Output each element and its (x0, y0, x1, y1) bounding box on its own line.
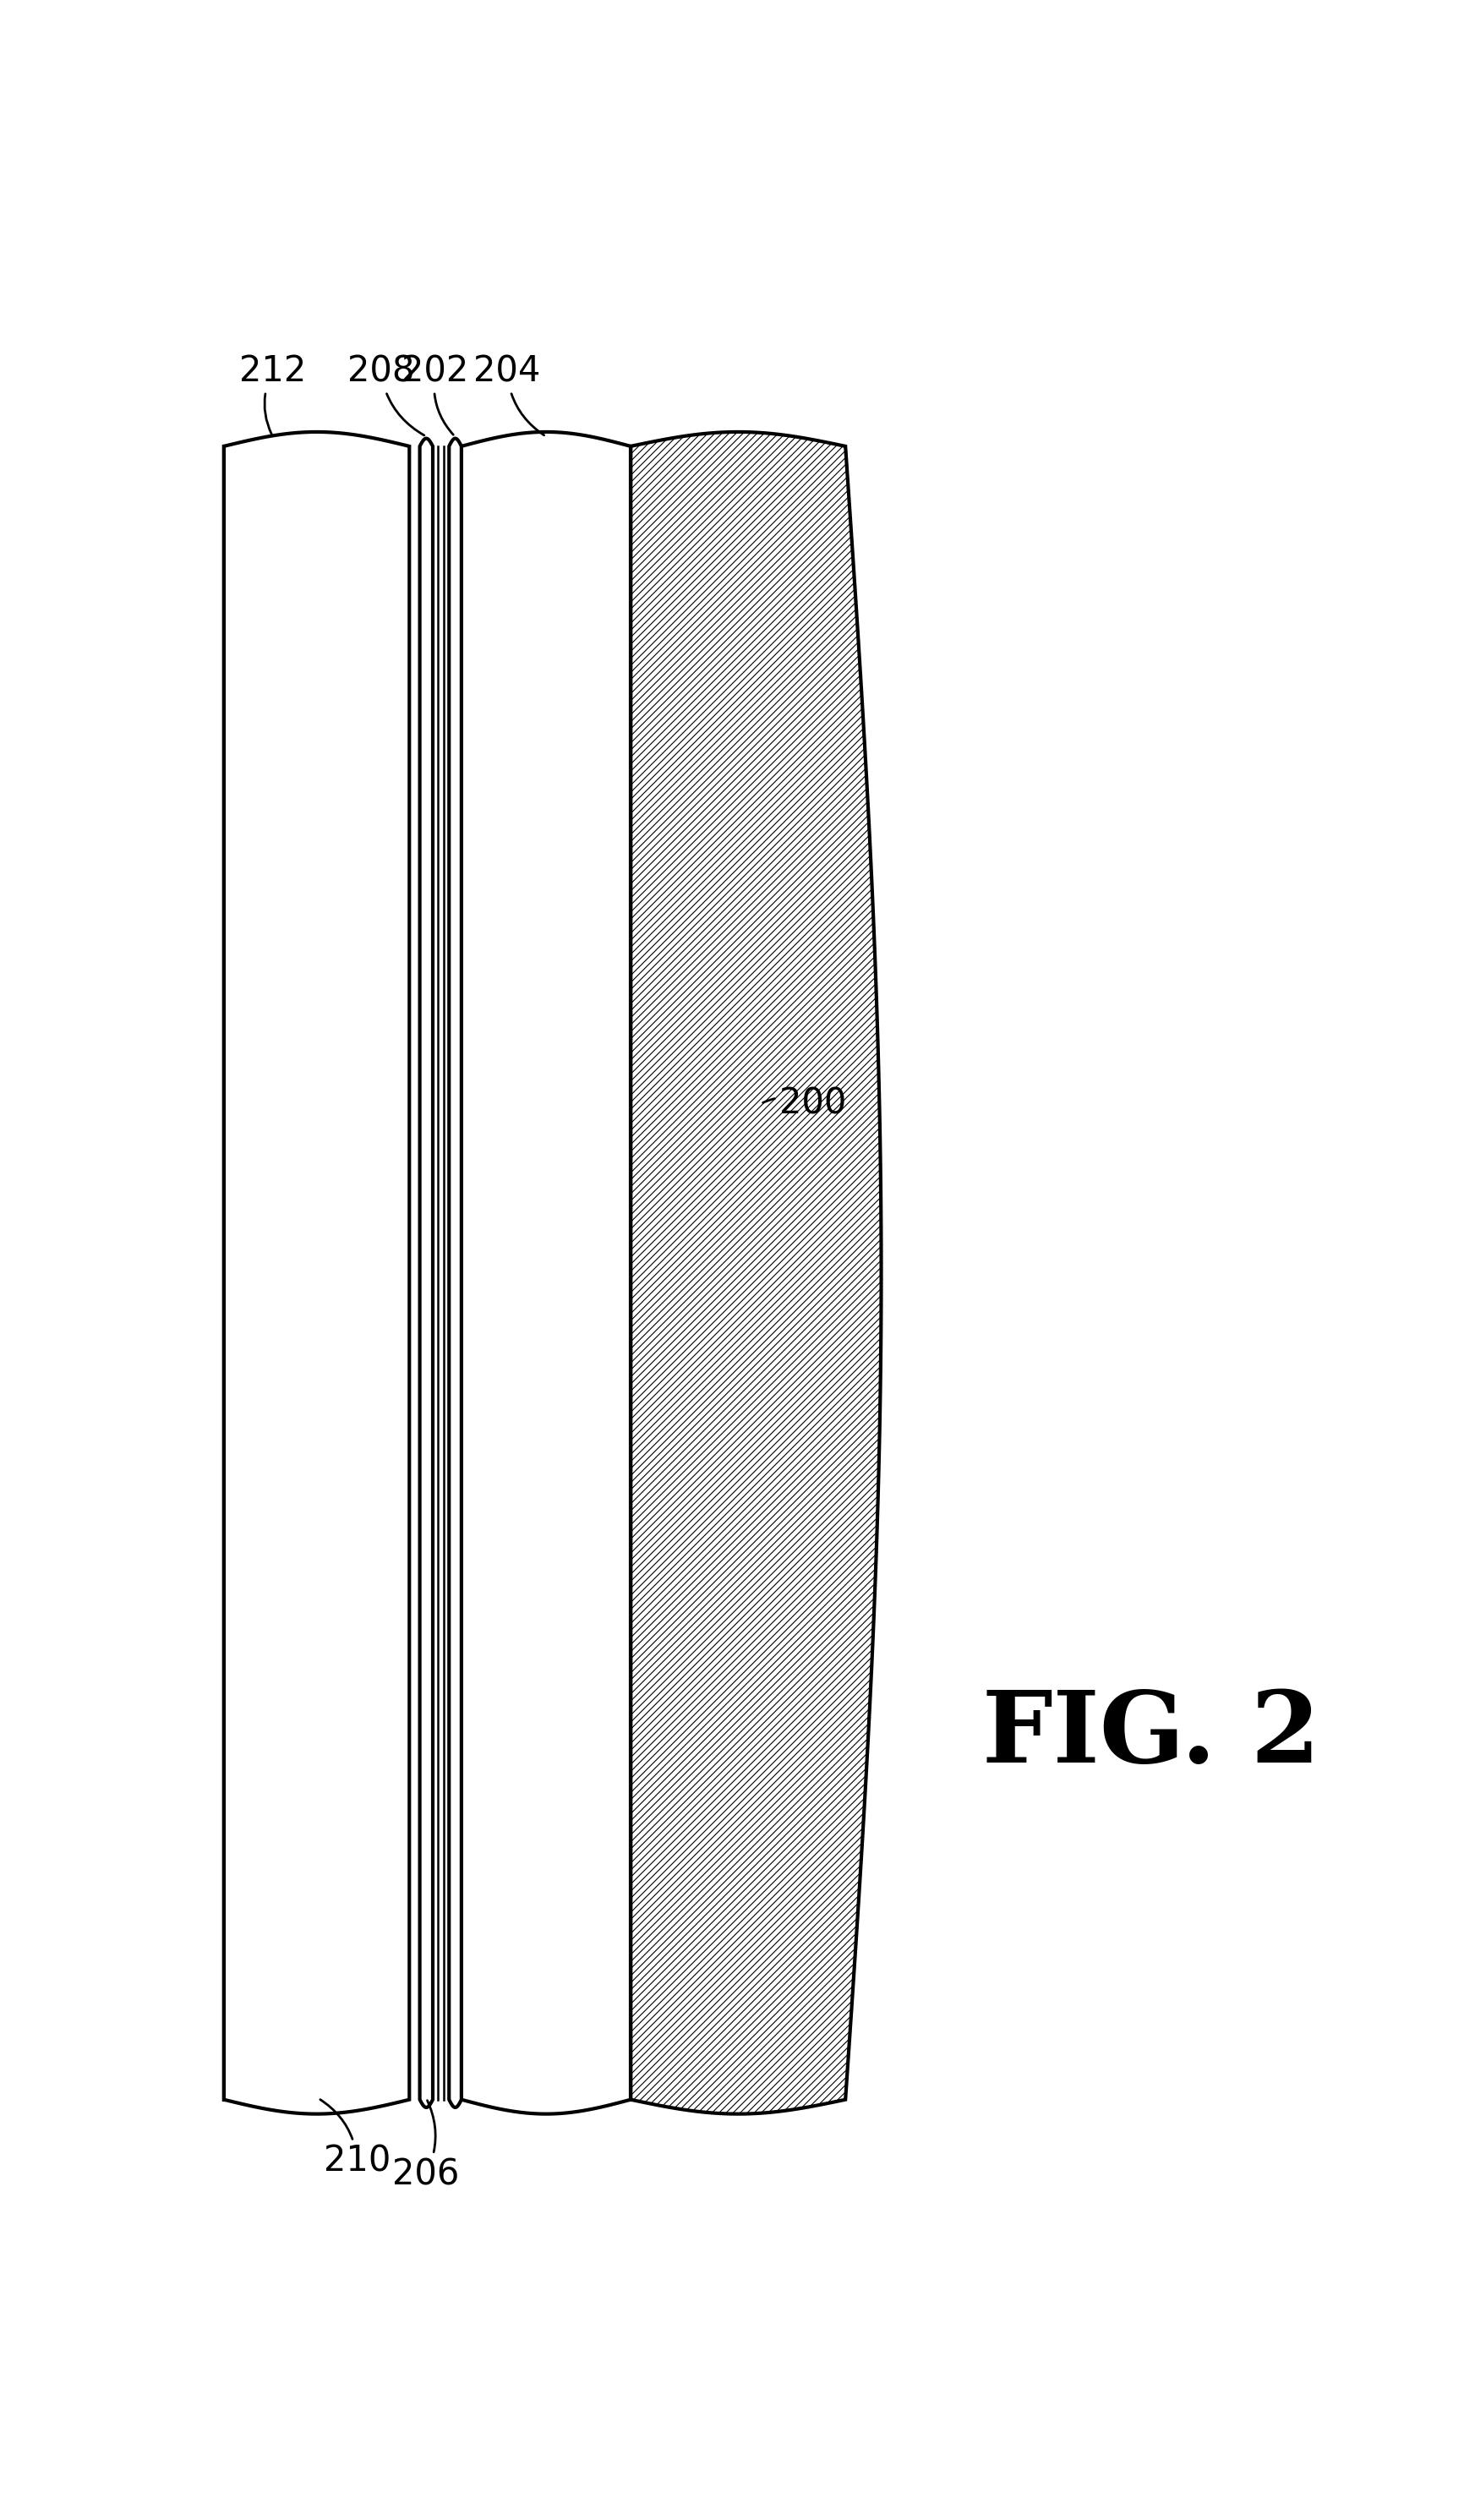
Text: 204: 204 (473, 353, 544, 436)
Text: 202: 202 (401, 353, 469, 436)
Text: 210: 210 (320, 2099, 391, 2180)
Polygon shape (420, 438, 432, 2107)
Text: 206: 206 (392, 2099, 459, 2192)
Polygon shape (631, 431, 881, 2114)
Text: 208: 208 (347, 353, 425, 436)
Text: 212: 212 (239, 353, 307, 433)
Polygon shape (462, 431, 631, 2114)
Polygon shape (224, 431, 410, 2114)
Polygon shape (448, 438, 462, 2107)
Text: FIG. 2: FIG. 2 (982, 1686, 1320, 1784)
Text: 200: 200 (763, 1086, 847, 1121)
